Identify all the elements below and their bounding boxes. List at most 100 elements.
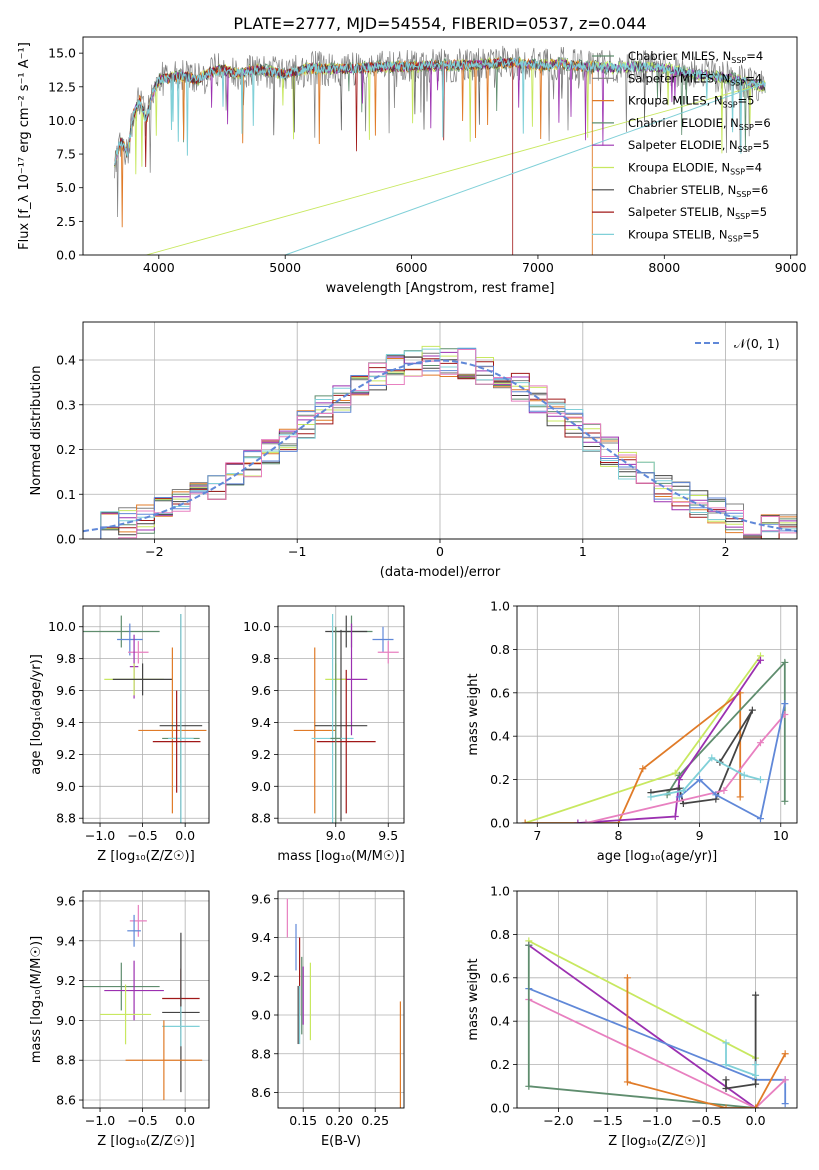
weight-marker <box>781 700 789 708</box>
panel-mass-weight-vs-Z: −2.0 −1.5 −1.0 −0.5 0.0 0.0 0.2 0.4 0.6 0.8 1.0 Z [… <box>466 884 798 1149</box>
x-tick-label: −0.5 <box>127 828 157 843</box>
y-tick-label: 0.6 <box>490 685 510 700</box>
x-tick-label: 0 <box>436 544 444 559</box>
x-tick-label: 0.0 <box>746 1113 766 1128</box>
y-tick-label: 0.4 <box>490 1014 510 1029</box>
weight-marker <box>525 1082 533 1090</box>
weight-marker <box>781 1100 789 1108</box>
weight-marker <box>748 706 756 714</box>
weight-marker <box>752 991 760 999</box>
weight-marker <box>722 1076 730 1084</box>
weight-marker <box>675 776 683 784</box>
weight-series-3 <box>577 659 762 823</box>
weight-marker <box>722 1061 730 1069</box>
weight-lines <box>525 937 789 1108</box>
y-tick-label: 9.6 <box>56 683 76 698</box>
weight-marker <box>647 793 655 801</box>
histograms <box>83 345 797 539</box>
weight-marker <box>736 793 744 801</box>
weight-marker <box>712 791 720 799</box>
weight-series-3 <box>528 998 786 1108</box>
y-tick-label: 9.4 <box>251 930 271 945</box>
legend-entry: Kroupa ELODIE, NSSP=4 <box>628 161 762 177</box>
weight-series-6 <box>725 995 757 1090</box>
y-tick-label: 8.8 <box>56 1053 76 1068</box>
x-tick-label: 7 <box>533 828 541 843</box>
y-axis-label: mass weight <box>466 958 481 1040</box>
y-tick-label: 9.4 <box>56 715 76 730</box>
y-tick-label: 9.0 <box>251 1008 271 1023</box>
y-tick-label: 0.8 <box>490 642 510 657</box>
y-tick-label: 0.8 <box>490 927 510 942</box>
x-tick-label: 0.20 <box>325 1113 353 1128</box>
y-tick-label: 10.0 <box>48 619 76 634</box>
y-tick-label: 9.2 <box>56 747 76 762</box>
weight-marker <box>525 941 533 949</box>
x-tick-label: −2 <box>145 544 163 559</box>
y-axis-label: Flux [f_λ 10⁻¹⁷ erg cm⁻² s⁻¹ A⁻¹] <box>17 42 32 250</box>
weight-marker <box>752 1061 760 1069</box>
errorbars <box>83 613 207 823</box>
axes-frame <box>82 890 210 1109</box>
weight-marker <box>722 1084 730 1092</box>
axes-frame <box>82 605 210 824</box>
legend-entry: 𝒩(0, 1) <box>734 336 780 351</box>
y-tick-label: 9.6 <box>251 683 271 698</box>
y-axis-label: Normed distribution <box>29 366 44 496</box>
x-tick-label: −0.5 <box>691 1113 721 1128</box>
weight-marker <box>679 799 687 807</box>
x-tick-label: 7000 <box>522 260 554 275</box>
weight-marker <box>679 786 687 794</box>
y-tick-label: 9.4 <box>56 933 76 948</box>
panel-age-vs-mass: 9.0 9.5 8.8 9.0 9.2 9.4 9.6 9.8 10.0 mass [log₁₀(… <box>243 605 405 864</box>
weight-marker <box>521 819 529 823</box>
panel-mass-vs-Z: −1.0 −0.5 0.0 8.6 8.8 9.0 9.2 9.4 9.6 Z [log₁₀(Z/… <box>29 890 210 1149</box>
x-axis-label: (data-model)/error <box>380 565 501 580</box>
weight-marker <box>756 739 764 747</box>
y-axis-label: mass [log₁₀(M/M☉)] <box>29 936 44 1063</box>
x-axis-label: mass [log₁₀(M/M☉)] <box>277 849 404 864</box>
x-tick-label: 9 <box>696 828 704 843</box>
legend-entry: Salpeter MILES, NSSP=4 <box>628 71 762 87</box>
weight-marker <box>781 1076 789 1084</box>
x-axis-label: age [log₁₀(age/yr)] <box>597 849 718 864</box>
weight-marker <box>756 656 764 664</box>
weight-marker <box>623 1078 631 1086</box>
y-tick-label: 0.4 <box>56 353 76 368</box>
weight-series-2 <box>666 660 786 802</box>
y-tick-label: 8.6 <box>251 1085 271 1100</box>
weight-series-7 <box>725 1042 757 1077</box>
legend-entry: Chabrier MILES, NSSP=4 <box>628 49 763 65</box>
y-tick-label: 9.2 <box>251 747 271 762</box>
weight-marker <box>740 771 748 779</box>
weight-series-5 <box>626 977 786 1108</box>
weight-marker <box>756 776 764 784</box>
y-axis-label: age [log₁₀(age/yr)] <box>29 654 44 775</box>
y-tick-label: 0.0 <box>490 816 510 831</box>
y-tick-label: 8.8 <box>251 811 271 826</box>
x-tick-label: −1.0 <box>85 1113 115 1128</box>
x-tick-label: 10 <box>773 828 789 843</box>
spectrum-series-7 <box>114 56 766 255</box>
x-tick-label: 9.5 <box>378 828 398 843</box>
x-tick-label: 1 <box>579 544 587 559</box>
y-tick-label: 8.8 <box>56 811 76 826</box>
weight-marker <box>781 797 789 805</box>
weight-series-0 <box>528 940 757 1059</box>
weight-marker <box>574 819 582 823</box>
x-axis-label: wavelength [Angstrom, rest frame] <box>326 281 555 296</box>
axes-frame <box>516 605 798 824</box>
weight-marker <box>781 1050 789 1058</box>
x-tick-label: 2 <box>722 544 730 559</box>
x-tick-label: −1.5 <box>593 1113 623 1128</box>
y-tick-label: 10.0 <box>243 619 271 634</box>
x-tick-label: −1.0 <box>642 1113 672 1128</box>
y-tick-label: 15.0 <box>48 46 76 61</box>
y-tick-label: 12.5 <box>48 79 76 94</box>
y-tick-label: 0.6 <box>490 970 510 985</box>
weight-marker <box>671 812 679 820</box>
weight-series-5 <box>585 713 786 823</box>
axes-frame <box>516 890 798 1109</box>
x-tick-label: 0.0 <box>175 828 195 843</box>
